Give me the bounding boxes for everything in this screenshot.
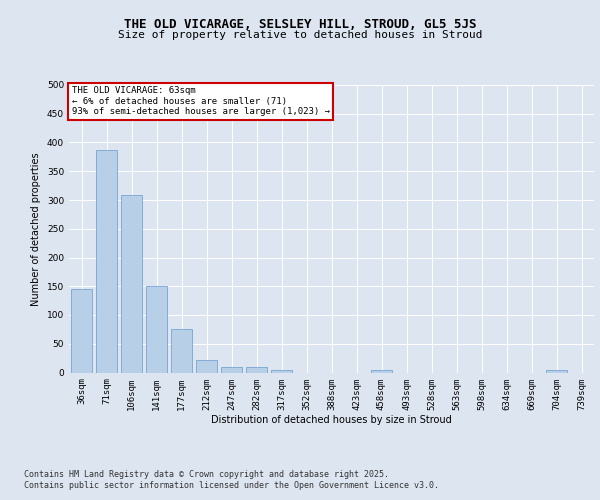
Bar — [246, 367, 267, 372]
Text: THE OLD VICARAGE: 63sqm
← 6% of detached houses are smaller (71)
93% of semi-det: THE OLD VICARAGE: 63sqm ← 6% of detached… — [71, 86, 329, 116]
Bar — [371, 370, 392, 372]
Bar — [271, 370, 292, 372]
Bar — [546, 370, 567, 372]
Bar — [196, 360, 217, 372]
Text: Contains HM Land Registry data © Crown copyright and database right 2025.: Contains HM Land Registry data © Crown c… — [24, 470, 389, 479]
Bar — [71, 289, 92, 372]
Text: Contains public sector information licensed under the Open Government Licence v3: Contains public sector information licen… — [24, 481, 439, 490]
Bar — [171, 330, 192, 372]
Text: THE OLD VICARAGE, SELSLEY HILL, STROUD, GL5 5JS: THE OLD VICARAGE, SELSLEY HILL, STROUD, … — [124, 18, 476, 30]
Bar — [146, 286, 167, 372]
Y-axis label: Number of detached properties: Number of detached properties — [31, 152, 41, 306]
Text: Size of property relative to detached houses in Stroud: Size of property relative to detached ho… — [118, 30, 482, 40]
Bar — [96, 150, 117, 372]
Bar — [121, 196, 142, 372]
X-axis label: Distribution of detached houses by size in Stroud: Distribution of detached houses by size … — [211, 415, 452, 425]
Bar — [221, 367, 242, 372]
